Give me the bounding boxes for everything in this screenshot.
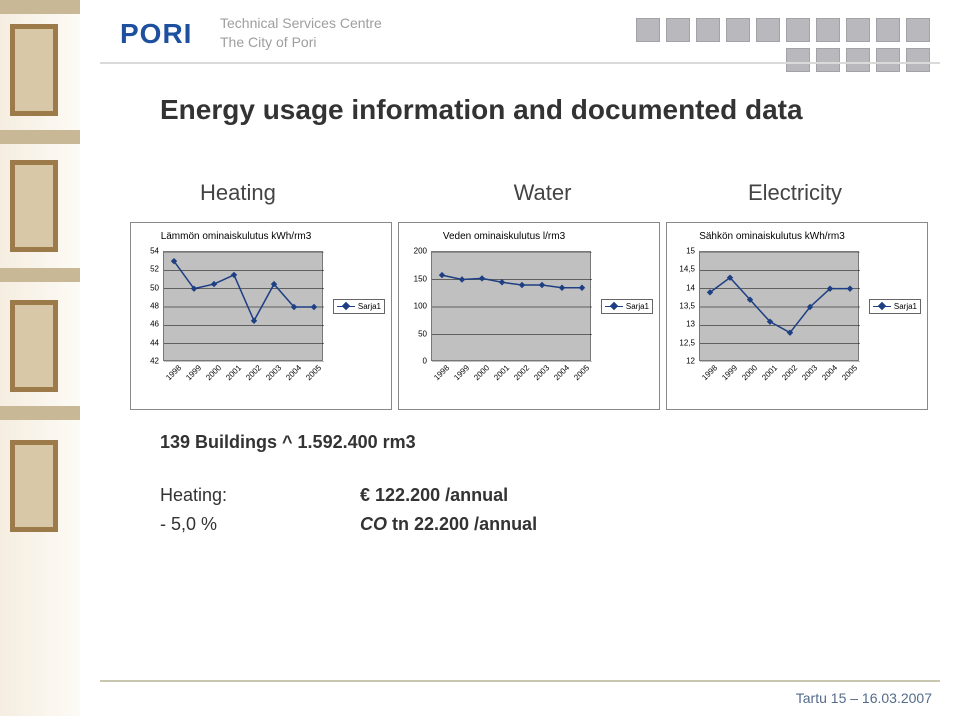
table-row: - 5,0 % CO tn 22.200 /annual — [160, 510, 900, 539]
row-value: € 122.200 /annual — [360, 481, 508, 510]
row-prefix: CO — [360, 514, 387, 534]
x-axis-ticks: 19981999200020012002200320042005 — [163, 363, 323, 399]
chart-title: Veden ominaiskulutus l/rm3 — [399, 231, 609, 242]
header-divider — [100, 62, 940, 64]
buildings-summary: 139 Buildings ^ 1.592.400 rm3 — [160, 432, 900, 453]
legend-label: Sarja1 — [358, 302, 381, 311]
chart-title: Sähkön ominaiskulutus kWh/rm3 — [667, 231, 877, 242]
org-line-2: The City of Pori — [220, 33, 382, 52]
y-axis-ticks: 1212,51313,51414,515 — [669, 251, 697, 361]
row-label: - 5,0 % — [160, 510, 360, 539]
y-axis-ticks: 42444648505254 — [133, 251, 161, 361]
footer-divider — [100, 680, 940, 682]
legend-label: Sarja1 — [626, 302, 649, 311]
chart-electricity: Sähkön ominaiskulutus kWh/rm3 1212,51313,… — [666, 222, 928, 410]
row-label: Heating: — [160, 481, 360, 510]
subhead-water: Water — [415, 180, 670, 206]
legend-marker-icon — [605, 303, 623, 310]
slide-title: Energy usage information and documented … — [160, 92, 803, 127]
chart-legend: Sarja1 — [869, 299, 921, 314]
plot-area — [431, 251, 591, 361]
legend-label: Sarja1 — [894, 302, 917, 311]
org-name: Technical Services Centre The City of Po… — [220, 14, 382, 52]
x-axis-ticks: 19981999200020012002200320042005 — [699, 363, 859, 399]
chart-title: Lämmön ominaiskulutus kWh/rm3 — [131, 231, 341, 242]
chart-legend: Sarja1 — [333, 299, 385, 314]
legend-marker-icon — [873, 303, 891, 310]
chart-legend: Sarja1 — [601, 299, 653, 314]
building-photo-strip — [0, 0, 80, 716]
plot-area — [699, 251, 859, 361]
plot-area — [163, 251, 323, 361]
chart-heating: Lämmön ominaiskulutus kWh/rm3 42444648505… — [130, 222, 392, 410]
pori-logo: PORI — [120, 18, 192, 50]
row-amount: tn 22.200 /annual — [392, 514, 537, 534]
row-value: CO tn 22.200 /annual — [360, 510, 537, 539]
subhead-electricity: Electricity — [670, 180, 920, 206]
savings-table: Heating: € 122.200 /annual - 5,0 % CO tn… — [160, 481, 900, 539]
org-line-1: Technical Services Centre — [220, 14, 382, 33]
row-amount: 122.200 /annual — [375, 485, 508, 505]
charts-row: Lämmön ominaiskulutus kWh/rm3 42444648505… — [130, 222, 930, 410]
legend-marker-icon — [337, 303, 355, 310]
table-row: Heating: € 122.200 /annual — [160, 481, 900, 510]
chart-subheadings: Heating Water Electricity — [160, 180, 920, 206]
y-axis-ticks: 050100150200 — [401, 251, 429, 361]
row-prefix: € — [360, 485, 370, 505]
x-axis-ticks: 19981999200020012002200320042005 — [431, 363, 591, 399]
chart-water: Veden ominaiskulutus l/rm3 05010015020019… — [398, 222, 660, 410]
footer-text: Tartu 15 – 16.03.2007 — [796, 690, 932, 706]
subhead-heating: Heating — [160, 180, 415, 206]
slide-header: PORI Technical Services Centre The City … — [100, 10, 940, 70]
bottom-info: 139 Buildings ^ 1.592.400 rm3 Heating: €… — [160, 432, 900, 539]
